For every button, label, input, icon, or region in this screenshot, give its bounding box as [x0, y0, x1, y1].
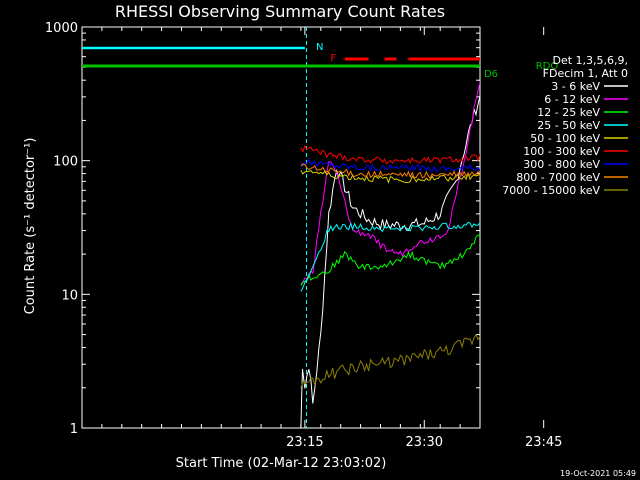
- x-tick-label: 23:45: [525, 435, 562, 450]
- y-axis-label: Count Rate (s⁻¹ detector⁻¹): [23, 138, 38, 315]
- x-tick-label: 23:15: [286, 435, 323, 450]
- annotation-label: F: [330, 53, 336, 64]
- y-tick-label: 100: [53, 155, 78, 170]
- legend-entry-label: 800 - 7000 keV: [516, 171, 600, 184]
- legend-entry-label: 12 - 25 keV: [537, 106, 600, 119]
- x-axis-label: Start Time (02-Mar-12 23:03:02): [176, 456, 387, 471]
- x-tick-label: 23:30: [406, 435, 443, 450]
- legend-entry-label: 3 - 6 keV: [551, 80, 600, 93]
- footer-timestamp: 19-Oct-2021 05:49: [560, 469, 636, 478]
- series-line: [300, 333, 480, 389]
- annotation-label: RDO: [536, 61, 559, 72]
- legend-header-line-2: FDecim 1, Att 0: [543, 67, 628, 80]
- plot-content: [82, 27, 480, 428]
- annotation-label: D6: [484, 69, 498, 80]
- series-line: [300, 144, 480, 165]
- annotation-label: N: [316, 42, 323, 53]
- legend-entry-label: 100 - 300 keV: [523, 145, 600, 158]
- series-line: [300, 158, 480, 173]
- legend-entry-label: 300 - 800 keV: [523, 158, 600, 171]
- y-tick-label: 1: [70, 422, 78, 437]
- chart-title: RHESSI Observing Summary Count Rates: [115, 2, 445, 21]
- plot-area: 110100100023:1523:3023:4500:0000:1500:30…: [45, 21, 563, 450]
- series-line: [300, 234, 480, 286]
- series-line: [300, 170, 480, 184]
- series-line: [300, 163, 480, 180]
- series-line: [300, 95, 480, 428]
- legend-entry-label: 7000 - 15000 keV: [502, 184, 600, 197]
- legend-entry-label: 6 - 12 keV: [544, 93, 600, 106]
- y-tick-label: 10: [61, 288, 78, 303]
- y-tick-label: 1000: [45, 21, 78, 36]
- legend: Det 1,3,5,6,9, FDecim 1, Att 0 3 - 6 keV…: [502, 54, 628, 197]
- legend-entry-label: 25 - 50 keV: [537, 119, 600, 132]
- legend-header-line-1: Det 1,3,5,6,9,: [552, 54, 628, 67]
- series-line: [300, 221, 480, 292]
- series-line: [300, 80, 480, 285]
- legend-entry-label: 50 - 100 keV: [530, 132, 600, 145]
